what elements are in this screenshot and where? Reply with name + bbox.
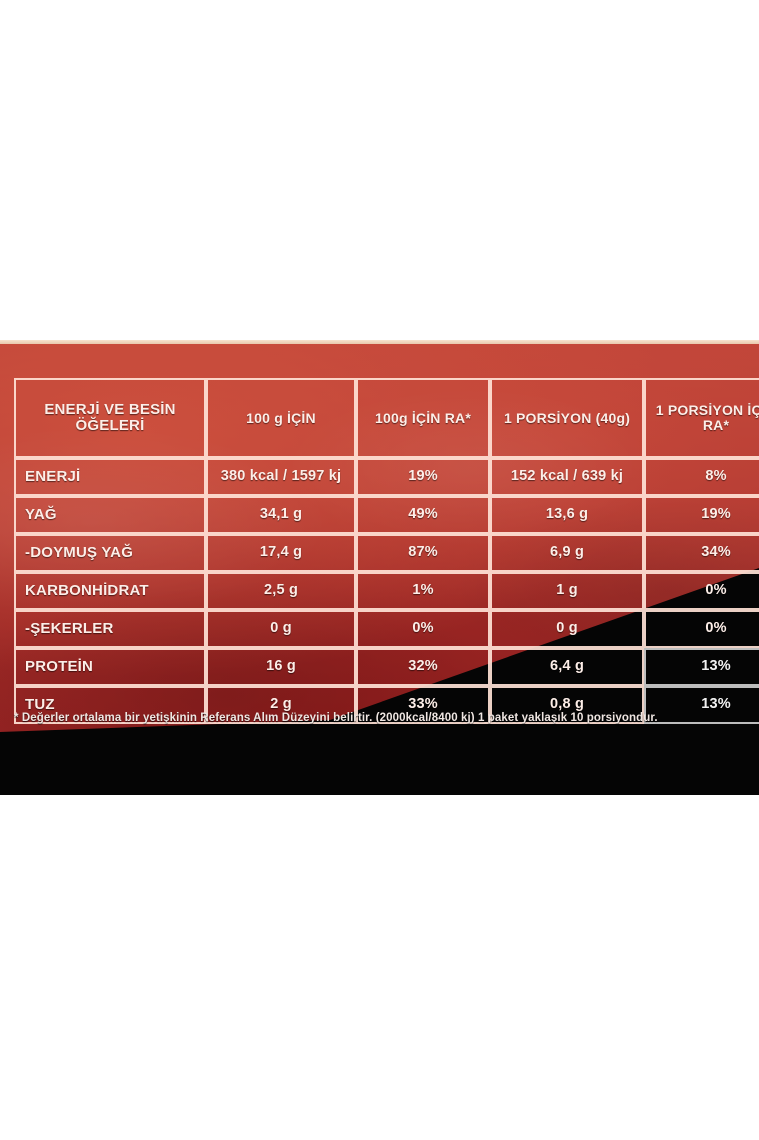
cell-ra-100g: 19% [356,458,490,496]
table-row: ENERJİ 380 kcal / 1597 kj 19% 152 kcal /… [14,458,759,496]
table-row: YAĞ 34,1 g 49% 13,6 g 19% [14,496,759,534]
cell-ra-portion: 13% [644,648,759,686]
cell-ra-100g: 87% [356,534,490,572]
cell-nutrient-name: ENERJİ [14,458,206,496]
cell-nutrient-name: KARBONHİDRAT [14,572,206,610]
cell-per-portion: 0,8 g [490,686,644,724]
cell-per-100g: 2 g [206,686,356,724]
cell-per-100g: 16 g [206,648,356,686]
cell-ra-100g: 49% [356,496,490,534]
column-header-nutrient: ENERJİ VE BESİN ÖĞELERİ [14,378,206,458]
column-header-per-portion: 1 PORSİYON (40g) [490,378,644,458]
cell-per-100g: 380 kcal / 1597 kj [206,458,356,496]
cell-ra-portion: 13% [644,686,759,724]
panel-top-edge [0,340,759,344]
cell-per-100g: 34,1 g [206,496,356,534]
cell-per-portion: 13,6 g [490,496,644,534]
table-header-row: ENERJİ VE BESİN ÖĞELERİ 100 g İÇİN 100g … [14,378,759,458]
cell-ra-portion: 8% [644,458,759,496]
table-row: -ŞEKERLER 0 g 0% 0 g 0% [14,610,759,648]
column-header-ra-portion: 1 PORSİYON İÇİN RA* [644,378,759,458]
cell-nutrient-name: TUZ [14,686,206,724]
cell-per-portion: 152 kcal / 639 kj [490,458,644,496]
table-header: ENERJİ VE BESİN ÖĞELERİ 100 g İÇİN 100g … [14,378,759,458]
table-row: -DOYMUŞ YAĞ 17,4 g 87% 6,9 g 34% [14,534,759,572]
cell-per-100g: 17,4 g [206,534,356,572]
cell-ra-portion: 19% [644,496,759,534]
cell-ra-portion: 0% [644,572,759,610]
nutrition-label-panel: ENERJİ VE BESİN ÖĞELERİ 100 g İÇİN 100g … [0,340,759,795]
cell-per-portion: 0 g [490,610,644,648]
column-header-per-100g: 100 g İÇİN [206,378,356,458]
reference-intake-footnote: * Değerler ortalama bir yetişkinin Refer… [14,712,658,724]
cell-per-100g: 0 g [206,610,356,648]
cell-nutrient-name: PROTEİN [14,648,206,686]
cell-per-portion: 6,4 g [490,648,644,686]
column-header-ra-100g: 100g İÇİN RA* [356,378,490,458]
cell-ra-portion: 34% [644,534,759,572]
cell-ra-portion: 0% [644,610,759,648]
cell-ra-100g: 1% [356,572,490,610]
cell-nutrient-name: -DOYMUŞ YAĞ [14,534,206,572]
cell-per-100g: 2,5 g [206,572,356,610]
table-row: PROTEİN 16 g 32% 6,4 g 13% [14,648,759,686]
cell-nutrient-name: -ŞEKERLER [14,610,206,648]
table-row: TUZ 2 g 33% 0,8 g 13% [14,686,759,724]
table-body: ENERJİ 380 kcal / 1597 kj 19% 152 kcal /… [14,458,759,724]
cell-per-portion: 1 g [490,572,644,610]
table-row: KARBONHİDRAT 2,5 g 1% 1 g 0% [14,572,759,610]
cell-ra-100g: 33% [356,686,490,724]
nutrition-facts-table: ENERJİ VE BESİN ÖĞELERİ 100 g İÇİN 100g … [14,378,759,724]
cell-ra-100g: 0% [356,610,490,648]
cell-per-portion: 6,9 g [490,534,644,572]
cell-nutrient-name: YAĞ [14,496,206,534]
cell-ra-100g: 32% [356,648,490,686]
